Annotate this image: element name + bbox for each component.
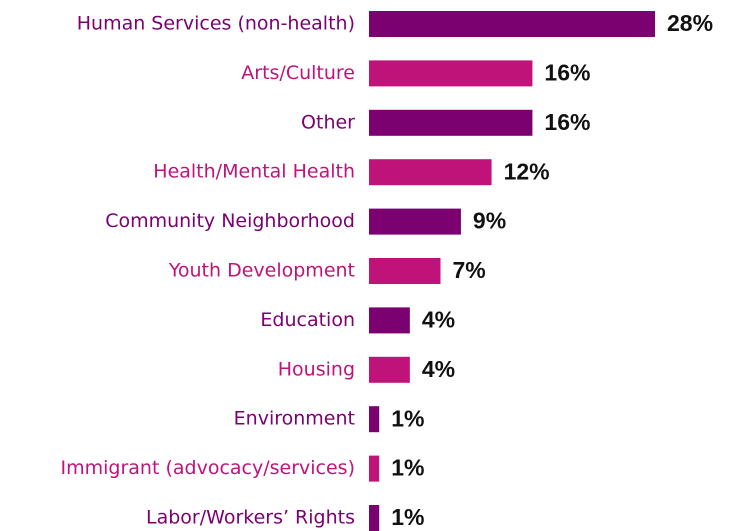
bar <box>369 455 380 482</box>
category-label: Education <box>260 309 355 331</box>
category-label: Labor/Workers’ Rights <box>146 507 355 529</box>
bar <box>369 505 380 531</box>
bar <box>369 208 461 235</box>
category-label: Community Neighborhood <box>105 210 355 232</box>
value-label: 9% <box>473 208 506 234</box>
category-label: Arts/Culture <box>241 62 355 84</box>
bar <box>369 307 410 334</box>
value-label: 1% <box>391 504 424 530</box>
category-label: Health/Mental Health <box>153 161 355 183</box>
category-label: Human Services (non-health) <box>77 13 355 35</box>
bar <box>369 356 410 383</box>
bar <box>369 60 533 87</box>
value-label: 28% <box>667 10 713 36</box>
category-label: Housing <box>278 358 355 380</box>
value-label: 4% <box>422 306 455 332</box>
category-label: Environment <box>234 408 355 430</box>
bar <box>369 11 655 37</box>
value-label: 1% <box>391 455 424 481</box>
bar <box>369 406 380 433</box>
value-label: 4% <box>422 356 455 382</box>
value-label: 1% <box>391 405 424 431</box>
category-label: Other <box>301 111 355 133</box>
value-label: 12% <box>504 158 550 184</box>
value-label: 7% <box>453 257 486 283</box>
value-label: 16% <box>544 109 590 135</box>
category-label: Youth Development <box>168 260 355 282</box>
bar <box>369 258 441 284</box>
bar <box>369 109 533 136</box>
category-label: Immigrant (advocacy/services) <box>61 457 355 479</box>
value-label: 16% <box>544 59 590 85</box>
bar <box>369 159 492 186</box>
